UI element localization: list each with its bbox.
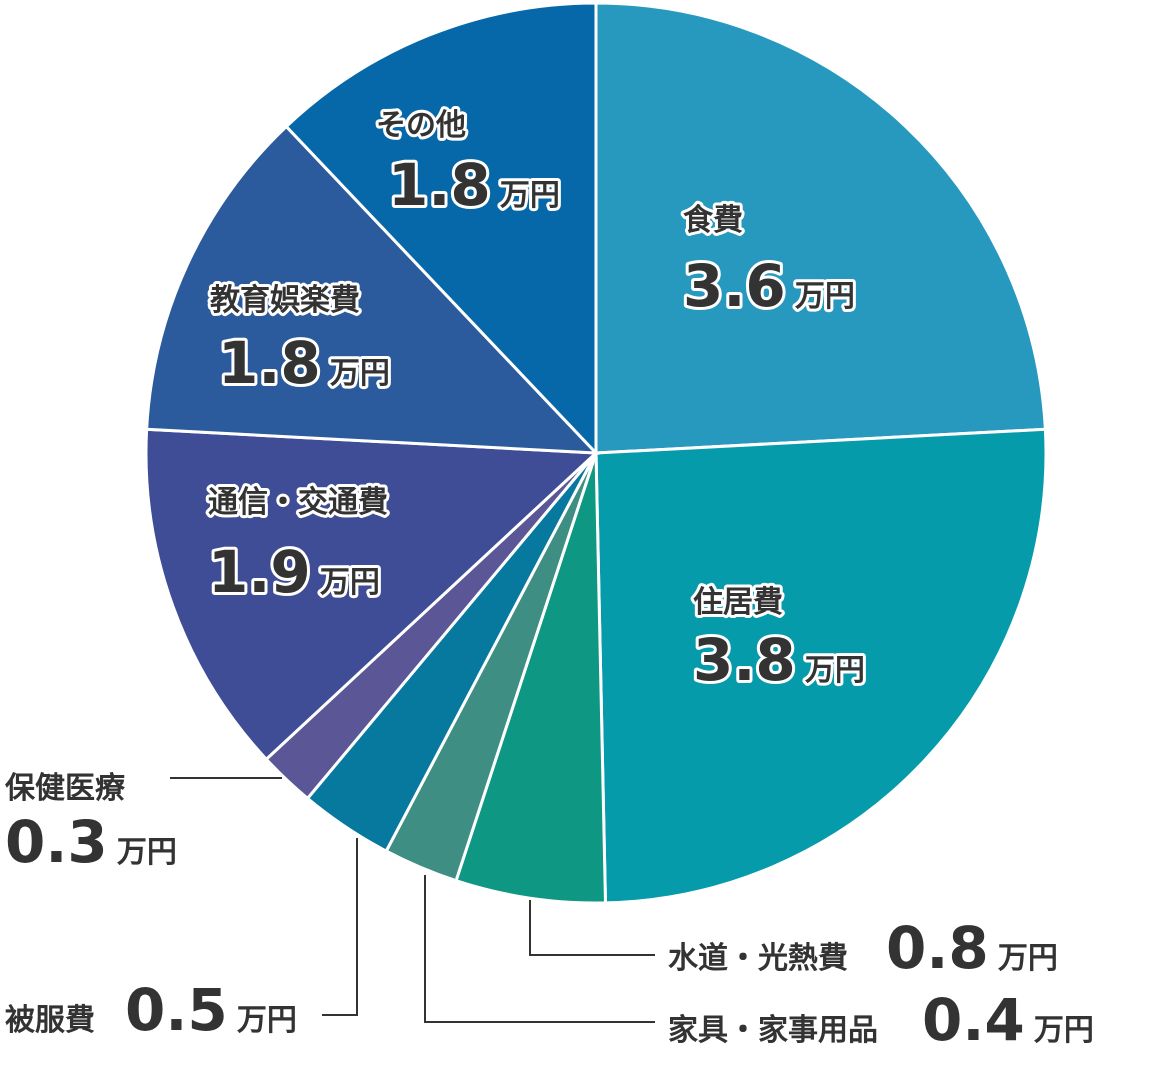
label-3-value-number: 0.4 (922, 986, 1025, 1054)
leader-line-4 (322, 838, 358, 1016)
label-0-name-halo: 食費 (683, 203, 743, 238)
label-7-name-halo: 教育娯楽費 (210, 283, 360, 318)
label-6-value-number: 1.9 (208, 538, 311, 606)
label-4-value: 0.5 万円 (125, 976, 297, 1044)
label-4-value-number: 0.5 (125, 976, 228, 1044)
pie-slice-8 (284, 1, 598, 457)
label-1-value-number-halo: 3.8 (693, 626, 796, 694)
pie-slice-0 (594, 1, 1047, 455)
label-6-name-halo: 通信・交通費 (208, 485, 388, 520)
label-4-value-unit: 万円 (237, 1003, 297, 1038)
label-1-value-unit-halo: 万円 (805, 653, 865, 688)
label-0-value-unit: 万円 (795, 279, 855, 314)
label-6-value-unit-halo: 万円 (320, 565, 380, 600)
label-2-name: 水道・光熱費 (668, 941, 848, 976)
label-6-value-unit: 万円 (320, 565, 380, 600)
label-8-name: その他 (376, 108, 466, 143)
label-5-value-unit: 万円 (117, 835, 177, 870)
label-3-name: 家具・家事用品 (668, 1013, 878, 1048)
label-1-name: 住居費 (693, 585, 783, 620)
label-0-name: 食費 (683, 203, 743, 238)
label-1-value-unit: 万円 (805, 653, 865, 688)
label-7-value-number: 1.8 (218, 329, 321, 397)
label-3: 家具・家事用品 0.4 万円 (668, 986, 1094, 1054)
label-2-value-unit: 万円 (998, 941, 1058, 976)
label-1-name-halo: 住居費 (693, 585, 783, 620)
label-4-name: 被服費 (5, 1003, 95, 1038)
label-4: 被服費 0.5 万円 (5, 976, 297, 1044)
label-8-value-unit: 万円 (500, 178, 560, 213)
pie-slice-7 (145, 124, 600, 455)
pie-slice-6 (144, 427, 600, 762)
label-6-name: 通信・交通費 (208, 485, 388, 520)
label-0-value-number-halo: 3.6 (683, 252, 786, 320)
leader-lines (170, 777, 655, 1023)
label-1-value-number: 3.8 (693, 626, 796, 694)
leader-line-2 (529, 900, 655, 956)
label-8-value-number: 1.8 (388, 151, 491, 219)
label-3-value-unit: 万円 (1034, 1013, 1094, 1048)
label-8-name-halo: その他 (376, 108, 466, 143)
label-3-value: 0.4 万円 (922, 986, 1094, 1054)
label-0-value-number: 3.6 (683, 252, 786, 320)
pie-slices (144, 1, 1048, 905)
label-2: 水道・光熱費 0.8 万円 (668, 914, 1058, 982)
label-5-value: 0.3 万円 (5, 808, 177, 876)
label-7-value-unit: 万円 (330, 356, 390, 391)
label-0-value-unit-halo: 万円 (795, 279, 855, 314)
pie-slice-1 (594, 427, 1048, 905)
label-6-value-number-halo: 1.9 (208, 538, 311, 606)
label-8-value-number-halo: 1.8 (388, 151, 491, 219)
label-7-name: 教育娯楽費 (210, 283, 360, 318)
pie-slice-2 (454, 452, 608, 905)
label-5-value-number: 0.3 (5, 808, 108, 876)
label-2-value: 0.8 万円 (886, 914, 1058, 982)
label-5-name: 保健医療 (5, 771, 125, 806)
label-2-value-number: 0.8 (886, 914, 989, 982)
label-7-value-unit-halo: 万円 (330, 356, 390, 391)
label-8-value-unit-halo: 万円 (500, 178, 560, 213)
leader-line-3 (424, 875, 655, 1023)
label-7-value-number-halo: 1.8 (218, 329, 321, 397)
